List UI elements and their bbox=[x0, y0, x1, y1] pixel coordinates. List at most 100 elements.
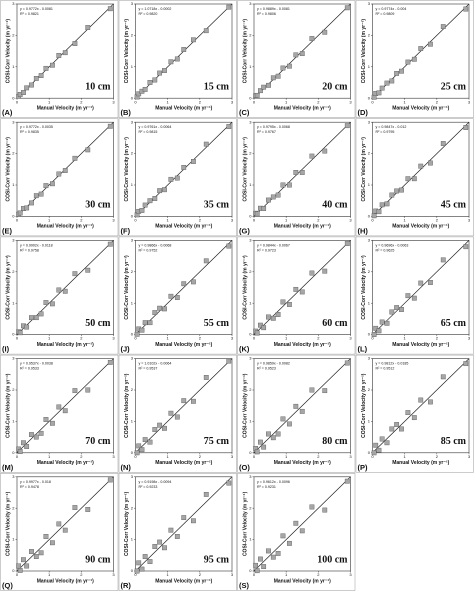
point bbox=[405, 59, 411, 65]
point bbox=[280, 65, 286, 71]
y-tick-label: 3 bbox=[368, 356, 371, 361]
x-tick-label: 0 bbox=[134, 454, 137, 459]
x-tick-label: 0 bbox=[253, 217, 256, 222]
point bbox=[389, 426, 395, 432]
point bbox=[463, 244, 469, 250]
point bbox=[299, 51, 305, 57]
x-tick-label: 0 bbox=[253, 572, 256, 577]
y-axis-label: COSI-Corr Velocity (m yr⁻¹) bbox=[5, 19, 11, 84]
x-tick-label: 1 bbox=[48, 336, 51, 341]
point bbox=[24, 444, 30, 449]
y-tick-label: 1 bbox=[131, 418, 134, 423]
x-tick-label: 1 bbox=[404, 99, 407, 104]
x-tick-label: 3 bbox=[468, 454, 471, 459]
point bbox=[190, 518, 196, 524]
panel-border bbox=[118, 354, 237, 473]
x-tick-label: 3 bbox=[231, 454, 234, 459]
point bbox=[72, 155, 78, 161]
panel-label: (N) bbox=[121, 463, 132, 472]
x-tick-label: 1 bbox=[285, 572, 288, 577]
point bbox=[258, 439, 263, 445]
x-tick-label: 1 bbox=[48, 217, 51, 222]
y-tick-label: 0 bbox=[368, 450, 371, 455]
point bbox=[162, 545, 167, 551]
point bbox=[168, 527, 174, 533]
point bbox=[62, 50, 68, 56]
point bbox=[147, 80, 153, 85]
size-label: 85 cm bbox=[441, 436, 467, 447]
equation: y = 0.9772x - 0.0081 bbox=[20, 7, 53, 11]
x-axis-label: Manual Velocity (m yr⁻¹) bbox=[155, 578, 212, 584]
x-tick-label: 1 bbox=[167, 99, 170, 104]
y-axis-label: COSI-Corr Velocity (m yr⁻¹) bbox=[124, 491, 130, 556]
point bbox=[168, 293, 174, 299]
point bbox=[376, 447, 382, 453]
point bbox=[253, 562, 259, 568]
point bbox=[62, 527, 68, 533]
point bbox=[293, 170, 299, 175]
equation: y = 1.0718x - 0.0002 bbox=[139, 7, 172, 11]
x-tick-label: 3 bbox=[468, 336, 471, 341]
point bbox=[309, 36, 315, 41]
point bbox=[29, 82, 34, 88]
point bbox=[384, 440, 390, 446]
y-tick-label: 0 bbox=[131, 450, 134, 455]
point bbox=[463, 361, 469, 367]
one-to-one-line bbox=[135, 240, 233, 335]
x-tick-label: 2 bbox=[436, 336, 439, 341]
y-axis-label: COSI-Corr Velocity (m yr⁻¹) bbox=[5, 373, 11, 438]
x-axis-label: Manual Velocity (m yr⁻¹) bbox=[37, 460, 94, 466]
point bbox=[181, 398, 187, 404]
y-tick-label: 3 bbox=[368, 237, 371, 242]
point bbox=[38, 73, 44, 78]
point bbox=[389, 309, 395, 315]
point bbox=[293, 286, 299, 292]
point bbox=[254, 211, 260, 217]
x-axis-label: Manual Velocity (m yr⁻¹) bbox=[37, 578, 94, 584]
r-squared: R² = 0.9478 bbox=[20, 485, 39, 489]
y-tick-label: 2 bbox=[249, 269, 252, 274]
point bbox=[181, 47, 187, 52]
point bbox=[134, 568, 140, 574]
y-tick-label: 1 bbox=[368, 418, 371, 423]
y-tick-label: 3 bbox=[368, 119, 371, 124]
x-tick-label: 3 bbox=[112, 454, 115, 459]
point bbox=[258, 88, 263, 94]
point bbox=[38, 550, 44, 556]
point bbox=[418, 46, 424, 51]
y-tick-label: 1 bbox=[368, 64, 371, 69]
y-tick-label: 0 bbox=[368, 213, 371, 218]
y-tick-label: 0 bbox=[12, 568, 15, 573]
point bbox=[286, 63, 292, 69]
point bbox=[56, 53, 62, 58]
point bbox=[29, 315, 34, 321]
point bbox=[322, 268, 328, 274]
point bbox=[280, 182, 286, 188]
x-tick-label: 2 bbox=[317, 336, 320, 341]
point bbox=[49, 420, 55, 426]
point bbox=[62, 408, 68, 414]
r-squared: R² = 0.9523 bbox=[257, 367, 276, 371]
point bbox=[261, 84, 267, 90]
point bbox=[376, 90, 382, 96]
point bbox=[162, 68, 167, 73]
point bbox=[142, 320, 148, 326]
y-tick-label: 3 bbox=[131, 1, 134, 6]
point bbox=[49, 301, 55, 307]
point bbox=[147, 559, 153, 564]
panel-label: (M) bbox=[2, 463, 14, 472]
point bbox=[280, 299, 286, 305]
y-axis-label: COSI-Corr Velocity (m yr⁻¹) bbox=[242, 255, 248, 320]
point bbox=[266, 431, 271, 437]
y-tick-label: 2 bbox=[12, 387, 15, 392]
point bbox=[136, 443, 142, 449]
point bbox=[261, 206, 267, 211]
point bbox=[43, 417, 49, 422]
x-tick-label: 0 bbox=[371, 454, 374, 459]
x-tick-label: 3 bbox=[349, 336, 352, 341]
x-tick-label: 2 bbox=[317, 217, 320, 222]
